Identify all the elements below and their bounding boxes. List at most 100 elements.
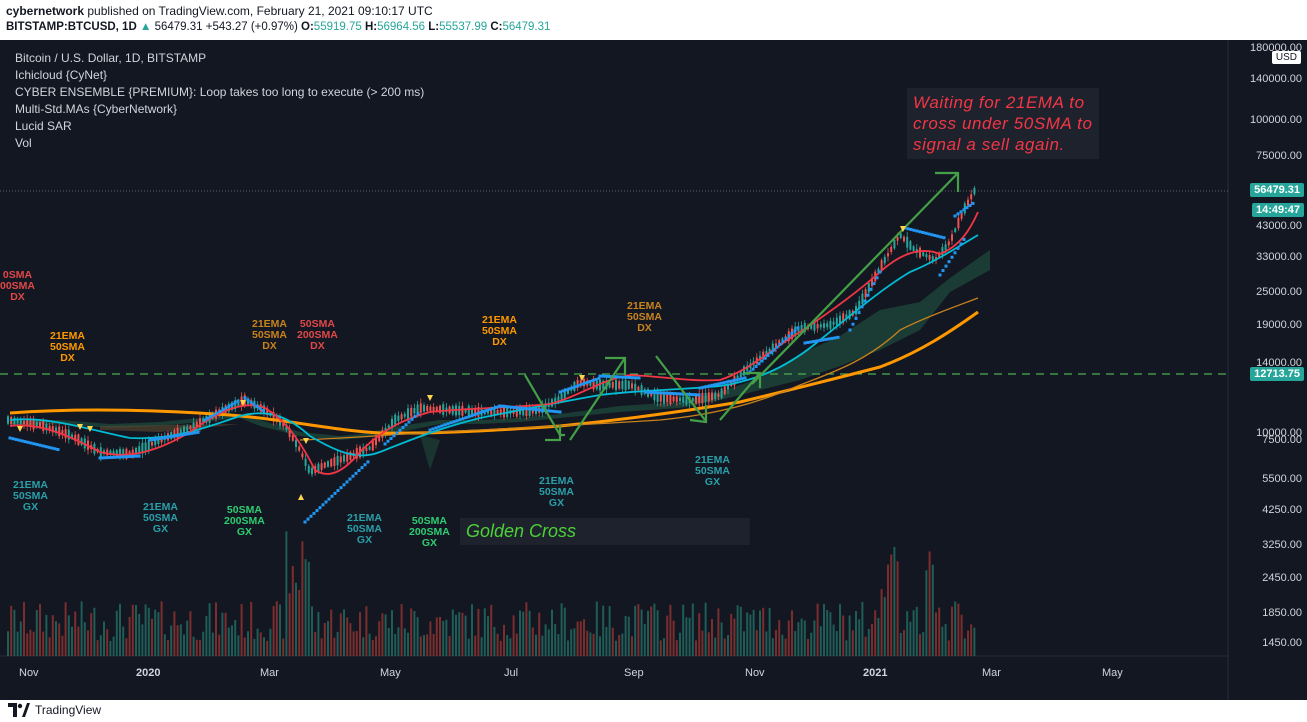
sar-dot — [540, 408, 544, 412]
sar-dot — [258, 407, 262, 410]
volume-bar — [183, 634, 185, 656]
volume-bar — [915, 606, 918, 656]
volume-bar — [141, 624, 144, 656]
volume-bar — [474, 635, 477, 656]
volume-bar — [538, 612, 541, 656]
volume-bar — [333, 637, 336, 656]
candle-body — [928, 255, 931, 260]
volume-bar — [349, 623, 352, 656]
sar-dot — [793, 329, 797, 333]
volume-bar — [803, 620, 806, 656]
sar-dot — [169, 435, 173, 439]
volume-bar — [7, 631, 9, 656]
volume-bar — [160, 601, 163, 656]
volume-bar — [487, 616, 489, 656]
volume-bar — [922, 632, 925, 656]
volume-bar — [301, 541, 304, 656]
volume-bar — [643, 623, 646, 656]
currency-button[interactable]: USD — [1271, 51, 1301, 64]
legend-indicator-ichicloud[interactable]: Ichicloud {CyNet} — [15, 68, 108, 82]
sar-dot — [357, 468, 361, 472]
sar-dot — [643, 390, 647, 394]
volume-bar — [829, 612, 832, 656]
sar-dot — [342, 483, 346, 487]
legend-indicator-volume[interactable]: Vol — [15, 136, 32, 150]
volume-bar — [631, 636, 633, 656]
volume-bar — [627, 616, 630, 656]
volume-bar — [493, 626, 496, 656]
volume-bar — [736, 605, 739, 656]
tradingview-logo[interactable]: TradingView — [8, 703, 101, 717]
candle-body — [637, 386, 640, 391]
candle-body — [304, 458, 307, 466]
sar-dot — [446, 422, 450, 426]
volume-bar — [170, 625, 173, 656]
candle-body — [554, 397, 557, 404]
sar-dot — [172, 434, 176, 438]
sar-dot — [398, 428, 402, 432]
sar-dot — [912, 228, 916, 232]
candle-body — [611, 382, 614, 388]
candle-body — [919, 247, 921, 258]
sar-dot — [437, 425, 441, 429]
change-value: +543.27 (+0.97%) — [205, 21, 298, 33]
candle-body — [810, 324, 813, 329]
candle-body — [461, 405, 464, 416]
sar-dot — [582, 382, 586, 386]
volume-bar — [512, 615, 515, 656]
candle-body — [327, 461, 329, 467]
volume-bar — [45, 614, 48, 656]
sar-dot — [303, 520, 307, 524]
candle-body — [906, 236, 909, 248]
sar-dot — [740, 377, 744, 381]
candle-body — [439, 405, 441, 413]
legend-indicator-multi-ma[interactable]: Multi-Std.MAs {CyberNetwork} — [15, 102, 178, 116]
chart-canvas[interactable] — [0, 40, 1307, 700]
sar-dot — [119, 455, 123, 459]
chart-pane[interactable]: Bitcoin / U.S. Dollar, 1D, BITSTAMP Ichi… — [0, 40, 1307, 700]
candle-body — [656, 391, 659, 403]
volume-bar — [925, 570, 928, 656]
price-tick: 100000.00 — [1250, 114, 1302, 126]
legend-indicator-lucid-sar[interactable]: Lucid SAR — [15, 119, 72, 133]
candle-body — [39, 422, 41, 428]
volume-bar — [291, 565, 294, 656]
volume-bar — [624, 615, 627, 656]
volume-bar — [547, 629, 550, 656]
sar-dot — [47, 445, 51, 449]
sar-dot — [190, 431, 194, 435]
sar-dot — [452, 420, 456, 424]
candle-body — [615, 379, 617, 391]
sar-dot — [950, 255, 954, 259]
volume-bar — [362, 637, 365, 656]
candle-body — [714, 392, 717, 400]
sar-dot — [625, 375, 629, 379]
sar-dot — [35, 442, 39, 446]
sar-dot — [261, 409, 265, 413]
candle-body — [432, 406, 435, 411]
volume-bar — [384, 614, 387, 656]
sar-dot — [125, 455, 129, 459]
sar-dot — [915, 229, 919, 233]
sar-dot — [803, 341, 807, 345]
volume-bar — [221, 612, 224, 656]
sar-dot — [348, 477, 352, 481]
volume-bar — [835, 631, 838, 656]
author-name[interactable]: cybernetwork — [6, 4, 85, 18]
publish-header: cybernetwork published on TradingView.co… — [0, 0, 1307, 40]
candle-body — [695, 394, 697, 404]
sar-dot — [772, 348, 776, 352]
legend-indicator-cyber-ensemble[interactable]: CYBER ENSEMBLE {PREMIUM}: Loop takes too… — [15, 85, 425, 99]
volume-bar — [263, 637, 265, 656]
volume-bar — [439, 616, 441, 656]
candle-body — [285, 424, 288, 431]
volume-bar — [887, 564, 889, 656]
price-tick: 2450.00 — [1262, 572, 1302, 584]
sar-dot — [516, 406, 520, 410]
volume-bar — [634, 605, 637, 656]
sar-dot — [818, 338, 822, 342]
tradingview-logo-icon — [8, 703, 30, 717]
candle-body — [816, 324, 819, 329]
volume-bar — [13, 609, 16, 656]
candle-body — [973, 187, 976, 195]
